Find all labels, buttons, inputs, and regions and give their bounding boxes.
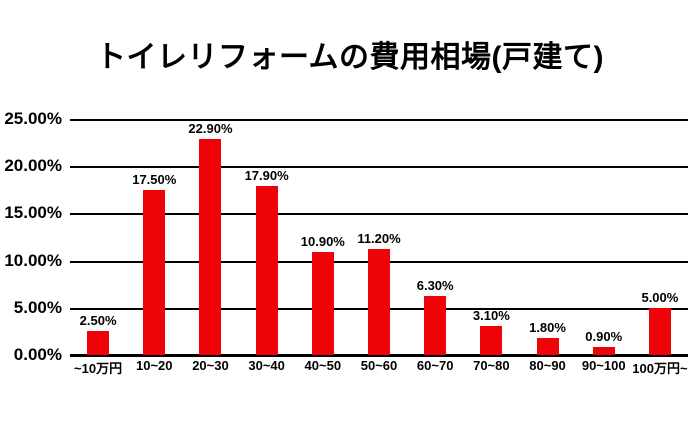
bar [592,346,615,355]
chart-title: トイレリフォームの費用相場(戸建て) [95,41,605,74]
y-tick-label: 25.00% [4,109,62,128]
plot-area: 2.50% 17.50% 22.90% 17.90% 10.90% 11.20% 6.30%… [70,119,688,357]
value-label: 22.90% [188,120,233,136]
y-tick-label: 15.00% [4,203,62,223]
category-label: 30~40 [248,358,285,373]
bar [87,331,110,355]
bar [424,295,447,355]
bar [480,325,503,355]
value-label: 6.30% [416,277,454,293]
value-label: 2.50% [79,313,117,329]
y-tick-label: 20.00% [4,156,62,176]
category-label: 20~30 [192,358,229,373]
category-label: 60~70 [416,358,454,373]
y-tick-label: 5.00% [13,297,62,317]
gridline [70,166,688,169]
y-axis: 0.00% 5.00% 10.00% 15.00% 20.00% 25.00% [0,109,62,364]
value-label: 3.10% [472,307,510,323]
x-axis-line [70,354,688,357]
value-label: 11.20% [357,231,401,247]
bar [536,338,559,355]
x-axis: ~10万円 10~20 20~30 30~40 40~50 50~60 60~70 70~80… [70,358,688,378]
y-tick-label: 0.00% [13,345,62,364]
bar [143,189,166,355]
category-label: ~10万円 [74,361,123,376]
gridline [70,213,688,216]
category-label: 50~60 [360,358,398,373]
value-label: 5.00% [641,289,679,305]
gridline [70,119,688,121]
value-label: 17.90% [244,168,289,184]
category-label: 100万円~ [632,361,688,376]
category-label: 40~50 [304,358,342,373]
value-label: 0.90% [585,328,623,344]
bar [311,252,334,355]
value-label: 1.80% [529,320,566,336]
bar [648,307,671,355]
y-tick-label: 10.00% [4,250,62,270]
bar [199,138,222,355]
category-label: 10~20 [136,358,173,373]
bar [255,186,278,355]
value-label: 10.90% [300,234,345,250]
category-label: 80~90 [529,358,566,373]
value-label: 17.50% [132,171,177,187]
category-label: 70~80 [473,358,510,373]
bar [368,249,390,355]
category-label: 90~100 [581,358,626,373]
